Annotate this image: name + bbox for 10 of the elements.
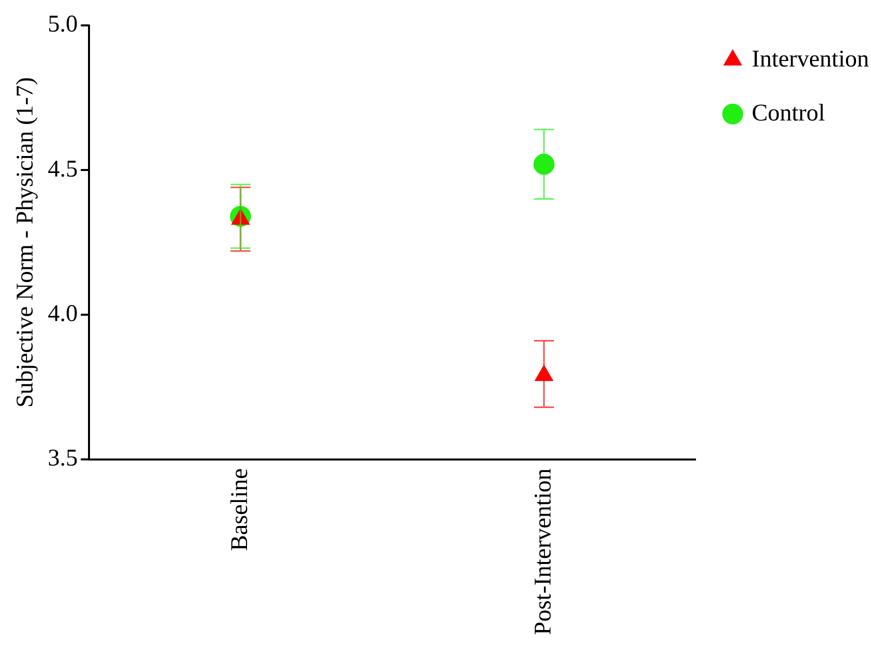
- x-tick-label: Baseline: [226, 468, 253, 551]
- legend-label: Control: [752, 100, 826, 126]
- y-axis-title: Subjective Norm - Physician (1-7): [12, 77, 39, 408]
- x-tick-label: Post-Intervention: [530, 468, 556, 635]
- y-tick-label: 4.5: [48, 156, 78, 182]
- point: [533, 154, 554, 175]
- legend-label: Intervention: [752, 46, 870, 72]
- y-tick-label: 5.0: [48, 12, 78, 38]
- y-tick-label: 3.5: [48, 446, 78, 472]
- y-tick-label: 4.0: [48, 301, 78, 328]
